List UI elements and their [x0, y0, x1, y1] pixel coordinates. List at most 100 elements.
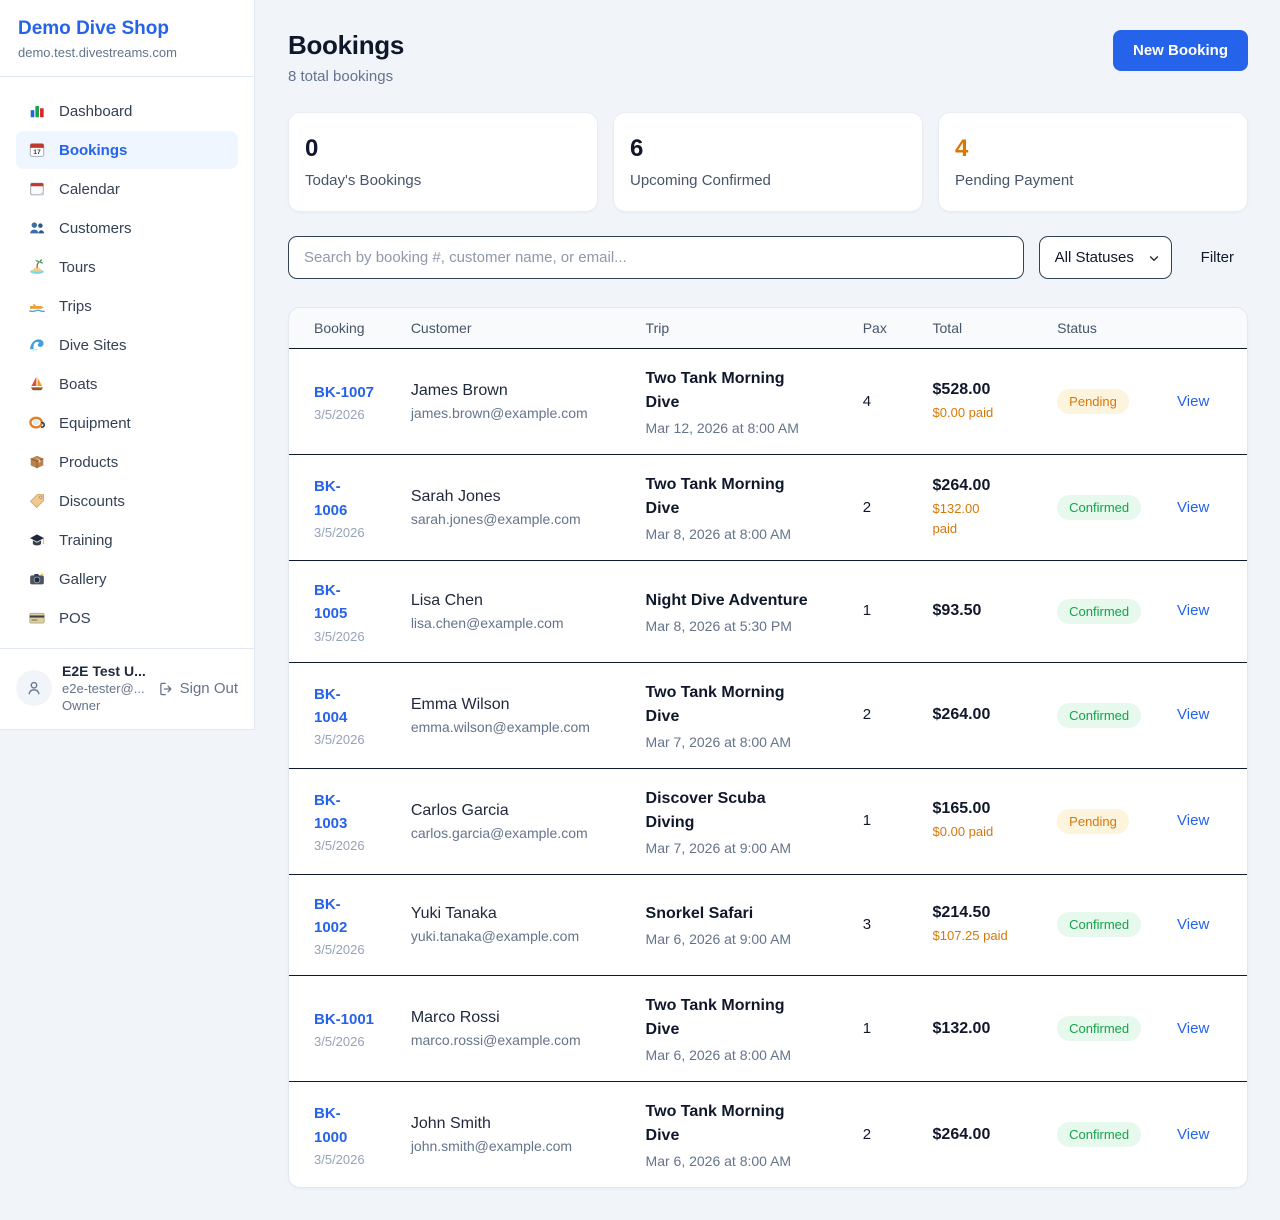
cell-booking: BK-1007 3/5/2026 [289, 348, 401, 455]
pax-value: 2 [862, 498, 872, 516]
customer-email: john.smith@example.com [410, 1138, 573, 1154]
booking-id-link[interactable]: BK- 1005 [314, 582, 348, 623]
sidebar-item-dive-sites[interactable]: Dive Sites [16, 326, 238, 364]
stat-label: Today's Bookings [305, 172, 422, 189]
sidebar-item-label: Equipment [59, 414, 131, 432]
table-row: BK- 1005 3/5/2026 Lisa Chen lisa.chen@ex… [289, 560, 1247, 663]
view-link[interactable]: View [1177, 498, 1210, 516]
customer-name: John Smith [410, 1115, 491, 1132]
sailboat-icon [28, 375, 46, 393]
sidebar-item-products[interactable]: Products [16, 443, 238, 481]
customer-name: James Brown [410, 382, 508, 399]
total-amount: $165.00 [932, 800, 991, 818]
status-badge: Confirmed [1057, 495, 1142, 520]
pax-value: 1 [862, 1019, 872, 1037]
booking-date: 3/5/2026 [314, 407, 365, 423]
user-role: Owner [62, 698, 101, 713]
total-amount: $132.00 [932, 1019, 991, 1037]
trip-datetime: Mar 7, 2026 at 8:00 AM [645, 733, 792, 750]
filter-button[interactable]: Filter [1187, 241, 1248, 274]
sidebar-item-trips[interactable]: Trips [16, 287, 238, 325]
sidebar-item-boats[interactable]: Boats [16, 365, 238, 403]
table-row: BK- 1004 3/5/2026 Emma Wilson emma.wilso… [289, 662, 1247, 769]
view-link[interactable]: View [1177, 602, 1210, 620]
status-filter-select[interactable]: All Statuses [1038, 236, 1172, 279]
new-booking-button[interactable]: New Booking [1112, 30, 1248, 71]
stat-label: Upcoming Confirmed [630, 172, 771, 189]
cell-trip: Two Tank Morning Dive Mar 7, 2026 at 8:0… [635, 662, 853, 769]
pax-value: 1 [862, 602, 872, 620]
main-content: Bookings 8 total bookings New Booking 0 … [255, 0, 1280, 1220]
tag-icon [28, 492, 46, 510]
booking-id-link[interactable]: BK- 1000 [314, 1105, 348, 1146]
stats-row: 0 Today's Bookings 6 Upcoming Confirmed … [288, 112, 1248, 212]
view-link[interactable]: View [1177, 1019, 1210, 1037]
sidebar-item-dashboard[interactable]: Dashboard [16, 92, 238, 130]
cell-booking: BK- 1003 3/5/2026 [289, 768, 401, 875]
search-input[interactable] [288, 236, 1024, 279]
cell-total: $264.00 [922, 662, 1048, 769]
customer-email: carlos.garcia@example.com [410, 824, 588, 841]
booking-date: 3/5/2026 [314, 838, 365, 854]
trip-name: Night Dive Adventure [645, 591, 808, 609]
booking-date: 3/5/2026 [314, 1151, 365, 1167]
cell-booking: BK- 1005 3/5/2026 [289, 560, 401, 663]
sidebar-item-training[interactable]: Training [16, 521, 238, 559]
sidebar-item-equipment[interactable]: Equipment [16, 404, 238, 442]
sign-out-button[interactable]: Sign Out [158, 680, 238, 697]
cell-total: $214.50 $107.25 paid [922, 874, 1048, 976]
sidebar-item-calendar[interactable]: Calendar [16, 170, 238, 208]
trip-datetime: Mar 6, 2026 at 8:00 AM [645, 1153, 792, 1169]
wave-icon [28, 336, 46, 354]
sidebar-item-label: Customers [59, 219, 132, 237]
cell-total: $132.00 [922, 975, 1048, 1082]
trip-datetime: Mar 6, 2026 at 8:00 AM [645, 1047, 792, 1063]
svg-text:17: 17 [33, 149, 41, 156]
sidebar-item-discounts[interactable]: Discounts [16, 482, 238, 520]
booking-id-link[interactable]: BK- 1002 [314, 895, 348, 936]
view-link[interactable]: View [1177, 1125, 1210, 1143]
diving-mask-icon [28, 414, 46, 432]
controls-row: All Statuses Filter [288, 236, 1248, 279]
status-filter-wrap: All Statuses [1038, 236, 1172, 279]
view-link[interactable]: View [1177, 812, 1210, 829]
view-link[interactable]: View [1177, 392, 1210, 410]
booking-id-link[interactable]: BK- 1003 [314, 791, 348, 832]
booking-id-link[interactable]: BK- 1006 [314, 478, 348, 519]
cell-actions: View [1167, 348, 1247, 455]
cell-status: Confirmed [1047, 1082, 1167, 1188]
calendar-icon [28, 180, 46, 198]
view-link[interactable]: View [1177, 915, 1210, 933]
cell-trip: Night Dive Adventure Mar 8, 2026 at 5:30… [635, 560, 853, 663]
stat-card-pending-payment: 4 Pending Payment [938, 112, 1248, 212]
booking-id-link[interactable]: BK-1001 [314, 1010, 375, 1028]
sidebar-item-label: Trips [59, 297, 92, 315]
cell-trip: Two Tank Morning Dive Mar 8, 2026 at 8:0… [635, 454, 853, 561]
avatar [16, 670, 52, 706]
page-subtitle: 8 total bookings [288, 68, 394, 85]
trip-datetime: Mar 12, 2026 at 8:00 AM [645, 420, 799, 436]
view-link[interactable]: View [1177, 706, 1210, 723]
bookings-table: Booking Customer Trip Pax Total Status B… [289, 308, 1247, 1187]
total-amount: $214.50 [932, 904, 991, 921]
status-badge: Confirmed [1057, 1122, 1142, 1147]
credit-card-icon [28, 609, 46, 627]
sidebar-item-pos[interactable]: POS [16, 599, 238, 637]
sidebar-item-customers[interactable]: Customers [16, 209, 238, 247]
column-header-trip: Trip [635, 308, 853, 349]
sidebar-item-gallery[interactable]: Gallery [16, 560, 238, 598]
sidebar-item-tours[interactable]: Tours [16, 248, 238, 286]
cell-total: $528.00 $0.00 paid [922, 348, 1048, 455]
booking-id-link[interactable]: BK- 1004 [314, 685, 348, 726]
table-row: BK-1001 3/5/2026 Marco Rossi marco.rossi… [289, 975, 1247, 1082]
cell-trip: Discover Scuba Diving Mar 7, 2026 at 9:0… [635, 768, 853, 875]
column-header-status: Status [1047, 308, 1168, 349]
cell-booking: BK- 1000 3/5/2026 [289, 1082, 401, 1188]
sidebar-item-bookings[interactable]: 17 Bookings [16, 131, 238, 169]
table-body: BK-1007 3/5/2026 James Brown james.brown… [289, 348, 1247, 1188]
table-header-row: Booking Customer Trip Pax Total Status [289, 308, 1247, 349]
sidebar-item-label: POS [59, 609, 91, 627]
sidebar-item-label: Dive Sites [59, 336, 127, 354]
cell-actions: View [1167, 662, 1247, 769]
booking-id-link[interactable]: BK-1007 [314, 383, 375, 401]
